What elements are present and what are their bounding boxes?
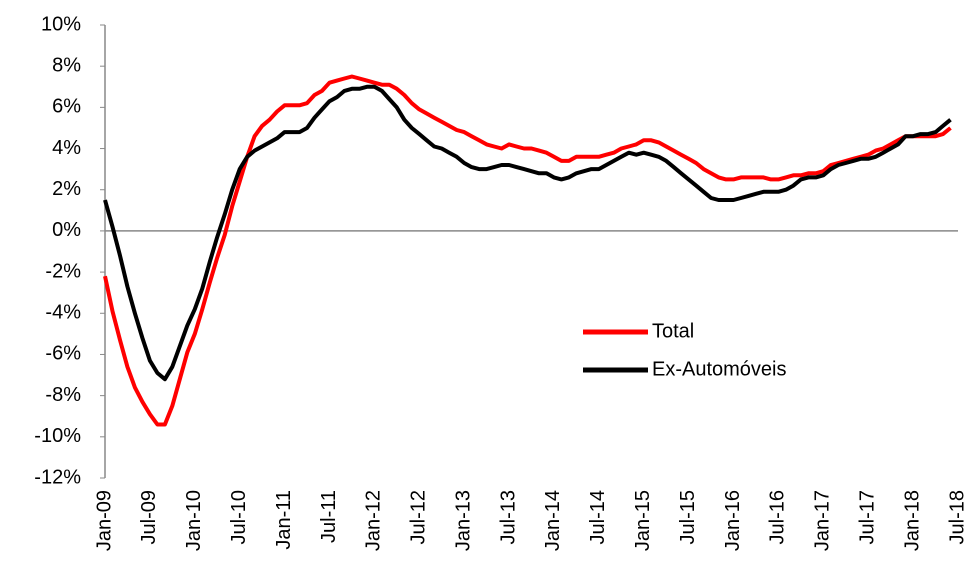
x-tick-label: Jan-12 (363, 490, 385, 551)
x-tick-label: Jul-09 (138, 490, 160, 544)
x-tick-label: Jul-11 (318, 490, 340, 543)
y-tick-label: -6% (45, 343, 81, 365)
y-tick-label: 0% (52, 219, 81, 241)
x-tick-label: Jan-18 (901, 490, 923, 551)
x-tick-label: Jan-09 (93, 490, 115, 551)
y-tick-label: 4% (52, 137, 81, 159)
x-tick-label: Jul-13 (497, 490, 519, 544)
series-line (103, 74, 952, 427)
y-tick-label: 10% (41, 13, 81, 35)
y-tick-label: -4% (45, 302, 81, 324)
x-tick-label: Jul-15 (677, 490, 699, 544)
x-tick-label: Jan-15 (632, 490, 654, 551)
legend-label: Total (652, 320, 694, 342)
series-line (103, 84, 952, 382)
x-tick-label: Jan-14 (542, 490, 564, 551)
y-tick-label: -12% (34, 466, 81, 488)
y-tick-label: 2% (52, 178, 81, 200)
x-tick-label: Jul-14 (587, 490, 609, 544)
y-tick-label: 8% (52, 54, 81, 76)
legend-label: Ex-Automóveis (652, 358, 787, 380)
x-tick-label: Jul-16 (767, 490, 789, 544)
y-tick-label: 6% (52, 96, 81, 118)
x-tick-label: Jul-12 (408, 490, 430, 544)
y-tick-label: -2% (45, 260, 81, 282)
x-tick-label: Jul-10 (228, 490, 250, 544)
x-tick-label: Jan-17 (812, 490, 834, 551)
x-tick-label: Jan-13 (452, 490, 474, 551)
y-tick-label: -10% (34, 425, 81, 447)
x-tick-label: Jan-10 (183, 490, 205, 551)
x-tick-label: Jan-16 (722, 490, 744, 551)
x-tick-label: Jul-17 (856, 490, 878, 544)
x-tick-label: Jul-18 (946, 490, 968, 544)
x-tick-label: Jan-11 (273, 490, 295, 550)
y-tick-label: -8% (45, 384, 81, 406)
